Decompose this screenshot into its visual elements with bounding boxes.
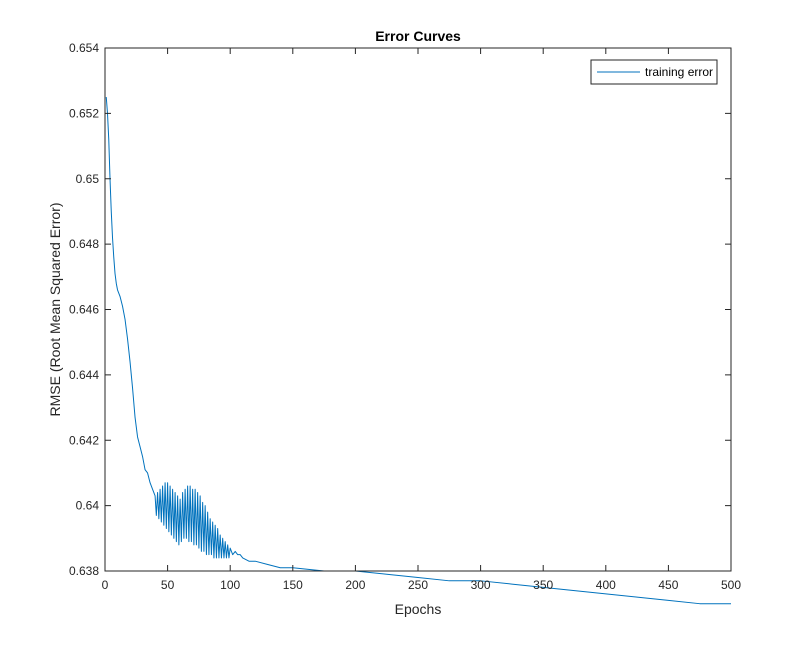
y-tick-label: 0.654 <box>69 41 99 55</box>
series-layer <box>105 96 731 605</box>
y-tick-label: 0.65 <box>76 172 100 186</box>
x-tick-label: 400 <box>596 578 616 592</box>
x-tick-label: 100 <box>220 578 240 592</box>
x-tick-label: 250 <box>408 578 428 592</box>
x-tick-label: 0 <box>102 578 109 592</box>
y-tick-label: 0.648 <box>69 237 99 251</box>
y-tick-label: 0.646 <box>69 303 99 317</box>
y-tick-label: 0.652 <box>69 106 99 120</box>
plot-area <box>105 48 731 571</box>
legend-label-training-error: training error <box>645 65 713 79</box>
y-tick-label: 0.642 <box>69 433 99 447</box>
x-tick-label: 50 <box>161 578 175 592</box>
x-tick-label: 300 <box>471 578 491 592</box>
y-tick-label: 0.644 <box>69 368 99 382</box>
x-tick-label: 150 <box>283 578 303 592</box>
y-axis-title: RMSE (Root Mean Squared Error) <box>47 203 63 417</box>
x-tick-label: 500 <box>721 578 741 592</box>
x-tick-label: 450 <box>658 578 678 592</box>
series-line-training-error <box>105 96 731 605</box>
chart-title: Error Curves <box>375 28 461 44</box>
ticks-layer: 0 50 100 150 200 250 300 350 400 450 500 0.638 0.64 0… <box>69 41 741 592</box>
x-tick-label: 200 <box>345 578 365 592</box>
y-tick-label: 0.64 <box>76 499 100 513</box>
x-tick-label: 350 <box>533 578 553 592</box>
legend: training error <box>590 59 718 85</box>
x-axis-title: Epochs <box>395 601 442 617</box>
y-tick-label: 0.638 <box>69 564 99 578</box>
